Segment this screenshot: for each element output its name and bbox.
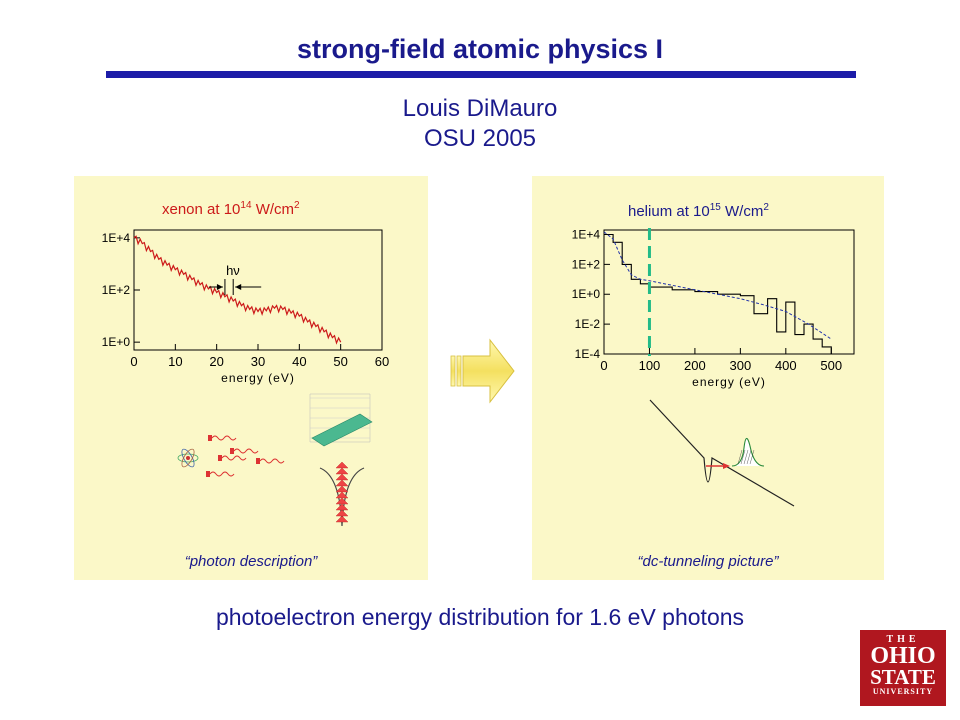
wavepacket-hatch	[740, 449, 746, 465]
photon-ladder-arrow	[335, 485, 349, 493]
photon-ladder-arrow	[335, 479, 349, 487]
xenon-caption: “photon description”	[184, 553, 318, 570]
author-affiliation: OSU 2005	[423, 125, 537, 152]
plot-frame	[603, 229, 855, 355]
xenon-panel-title: xenon at 1014 W/cm2	[162, 200, 300, 218]
x-tick-label: 20	[209, 354, 223, 369]
photon-icon	[218, 455, 222, 461]
photon-ladder-arrow	[335, 509, 349, 517]
photon-icon	[206, 471, 210, 477]
photon-icon	[208, 435, 212, 441]
x-axis-label: energy (eV)	[221, 371, 295, 385]
photon-wave	[221, 455, 247, 461]
series-line-1	[604, 233, 832, 354]
y-tick-label: 1E+2	[102, 283, 131, 297]
atom-nucleus-icon	[186, 456, 190, 460]
y-tick-label: 1E+4	[572, 227, 601, 241]
photon-ladder-arrow	[335, 497, 349, 505]
photon-wave	[209, 471, 235, 477]
x-tick-label: 60	[375, 354, 389, 369]
helium-panel-title: helium at 1015 W/cm2	[628, 202, 769, 220]
wavepacket-hatch	[743, 449, 749, 465]
hv-arrowhead-right	[235, 284, 242, 290]
helium-panel: helium at 1015 W/cm2 0 100 200 300 400 500 1E-…	[532, 176, 884, 580]
wavepacket-icon	[731, 437, 765, 467]
x-tick-label: 0	[600, 358, 607, 373]
photon-ladder-arrow	[335, 515, 349, 523]
photon-ladder-arrow	[335, 491, 349, 499]
author-name: Louis DiMauro	[402, 95, 558, 122]
hv-label: hν	[226, 263, 240, 278]
y-tick-label: 1E-4	[575, 347, 601, 361]
atom-orbit	[181, 448, 195, 468]
potential-well-icon	[319, 467, 365, 527]
helium-spectrum-chart: 0 100 200 300 400 500 1E-4 1E-2 1E+0 1E+2 1E+4 ener…	[572, 227, 855, 507]
helium-caption: “dc-tunneling picture”	[637, 553, 779, 570]
x-tick-label: 500	[820, 358, 842, 373]
atom-orbit	[177, 453, 199, 463]
tunneling-potential-icon	[649, 399, 795, 507]
x-tick-label: 30	[251, 354, 265, 369]
y-tick-label: 1E+2	[572, 257, 601, 271]
series-line-1	[133, 235, 342, 345]
hv-arrowhead-left	[216, 284, 223, 290]
y-tick-label: 1E+0	[572, 287, 601, 301]
x-tick-label: 200	[684, 358, 706, 373]
wavepacket-hatch	[746, 449, 752, 465]
atom-orbit	[181, 448, 195, 468]
photon-ladder-arrow	[335, 467, 349, 475]
x-tick-label: 0	[130, 354, 137, 369]
x-tick-label: 50	[333, 354, 347, 369]
tunneling-arrowhead	[723, 463, 730, 469]
photon-wave	[259, 458, 285, 464]
potential-surface-icon	[311, 413, 373, 447]
x-tick-label: 10	[168, 354, 182, 369]
x-tick-label: 40	[292, 354, 306, 369]
author-block: Louis DiMauro OSU 2005	[0, 94, 960, 154]
ohio-state-logo: THE OHIO STATE UNIVERSITY	[860, 630, 946, 706]
y-tick-label: 1E-2	[575, 317, 601, 331]
slide-title: strong-field atomic physics I	[296, 34, 664, 64]
photon-wave	[211, 435, 237, 441]
photon-wave	[233, 448, 259, 454]
photon-ladder-arrow	[335, 503, 349, 511]
x-axis-label: energy (eV)	[692, 375, 766, 389]
photon-icon	[256, 458, 260, 464]
y-tick-label: 1E+4	[102, 231, 131, 245]
wavepacket-hatch	[749, 449, 755, 465]
x-tick-label: 100	[639, 358, 661, 373]
photon-icon	[230, 448, 234, 454]
right-arrow-icon	[450, 338, 515, 404]
xenon-spectrum-chart: 0 10 20 30 40 50 60 1E+0 1E+2 1E+4 energy (eV) hν	[102, 229, 389, 527]
plot-frame	[133, 229, 383, 351]
wavepacket-hatch	[737, 449, 743, 465]
footer-caption: photoelectron energy distribution for 1.…	[215, 604, 745, 630]
x-tick-label: 300	[730, 358, 752, 373]
x-tick-label: 400	[775, 358, 797, 373]
surface-box	[309, 393, 371, 443]
photon-ladder-arrow	[335, 473, 349, 481]
series-line-2	[603, 231, 832, 340]
photon-ladder-arrow	[335, 461, 349, 469]
title-underline	[106, 71, 856, 78]
y-tick-label: 1E+0	[102, 335, 131, 349]
xenon-panel: xenon at 1014 W/cm2 0 10 20 30 40 50 60 1E+0 1E+…	[74, 176, 428, 580]
